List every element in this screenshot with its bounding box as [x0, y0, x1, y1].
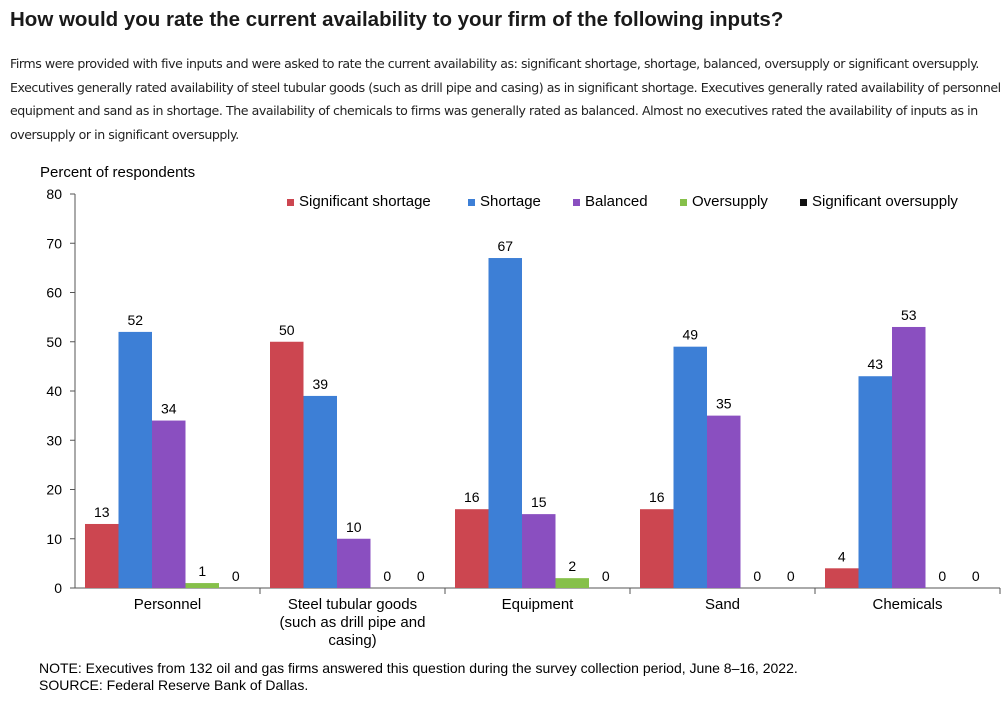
data-label: 67 — [497, 238, 513, 254]
x-tick-label: Chemicals — [872, 596, 942, 613]
bar — [85, 523, 119, 588]
x-tick-label: Equipment — [502, 596, 575, 613]
y-tick-label: 80 — [46, 186, 62, 202]
x-tick-label: Steel tubular goods — [288, 596, 417, 613]
bar — [455, 509, 489, 588]
data-label: 0 — [787, 568, 795, 584]
x-tick-label: Sand — [705, 596, 740, 613]
note-text: NOTE: Executives from 132 oil and gas fi… — [39, 660, 798, 676]
legend-swatch — [800, 199, 807, 206]
data-label: 4 — [838, 548, 846, 564]
bar-chart: Percent of respondents010203040506070801… — [40, 164, 1001, 649]
data-label: 0 — [938, 568, 946, 584]
data-label: 1 — [198, 563, 206, 579]
y-tick-label: 70 — [46, 235, 62, 251]
data-label: 16 — [649, 489, 665, 505]
y-tick-label: 0 — [54, 580, 62, 596]
bar — [673, 346, 707, 588]
chart-description: Firms were provided with five inputs and… — [10, 56, 1001, 142]
data-label: 52 — [127, 312, 143, 328]
x-tick-label: (such as drill pipe and — [280, 614, 426, 631]
data-label: 0 — [753, 568, 761, 584]
data-label: 0 — [383, 568, 391, 584]
bar — [892, 326, 926, 588]
y-tick-label: 20 — [46, 482, 62, 498]
legend-label: Balanced — [585, 193, 648, 210]
data-label: 15 — [531, 494, 547, 510]
data-label: 34 — [161, 401, 177, 417]
legend-swatch — [573, 199, 580, 206]
data-label: 0 — [232, 568, 240, 584]
bar — [185, 583, 219, 588]
bar — [640, 509, 674, 588]
data-label: 16 — [464, 489, 480, 505]
data-label: 50 — [279, 322, 295, 338]
data-label: 2 — [568, 558, 576, 574]
bar — [118, 331, 152, 588]
bar — [270, 341, 304, 588]
data-label: 10 — [346, 519, 362, 535]
bar — [825, 568, 859, 588]
x-tick-label: Personnel — [134, 596, 202, 613]
bar — [858, 376, 892, 588]
data-label: 0 — [972, 568, 980, 584]
data-label: 43 — [867, 356, 883, 372]
bar — [303, 395, 337, 588]
bar — [707, 415, 741, 588]
data-label: 35 — [716, 396, 732, 412]
legend-label: Oversupply — [692, 193, 768, 210]
data-label: 0 — [602, 568, 610, 584]
data-label: 39 — [312, 376, 328, 392]
legend-swatch — [680, 199, 687, 206]
bar — [522, 514, 556, 588]
legend-label: Shortage — [480, 193, 541, 210]
y-tick-label: 30 — [46, 432, 62, 448]
chart-title: How would you rate the current availabil… — [10, 8, 784, 31]
bar — [488, 258, 522, 588]
y-tick-label: 50 — [46, 334, 62, 350]
chart-footnote: NOTE: Executives from 132 oil and gas fi… — [39, 660, 798, 694]
data-label: 13 — [94, 504, 110, 520]
source-text: SOURCE: Federal Reserve Bank of Dallas. — [39, 677, 309, 693]
y-tick-label: 60 — [46, 285, 62, 301]
bar — [152, 420, 186, 588]
bar — [337, 538, 371, 588]
legend-swatch — [468, 199, 475, 206]
legend-label: Significant shortage — [299, 193, 431, 210]
legend-label: Significant oversupply — [812, 193, 958, 210]
y-tick-label: 10 — [46, 531, 62, 547]
x-tick-label: casing) — [328, 632, 376, 649]
data-label: 49 — [682, 327, 698, 343]
legend-swatch — [287, 199, 294, 206]
y-tick-label: 40 — [46, 383, 62, 399]
y-axis-title: Percent of respondents — [40, 164, 195, 181]
data-label: 0 — [417, 568, 425, 584]
data-label: 53 — [901, 307, 917, 323]
bar — [555, 578, 589, 588]
